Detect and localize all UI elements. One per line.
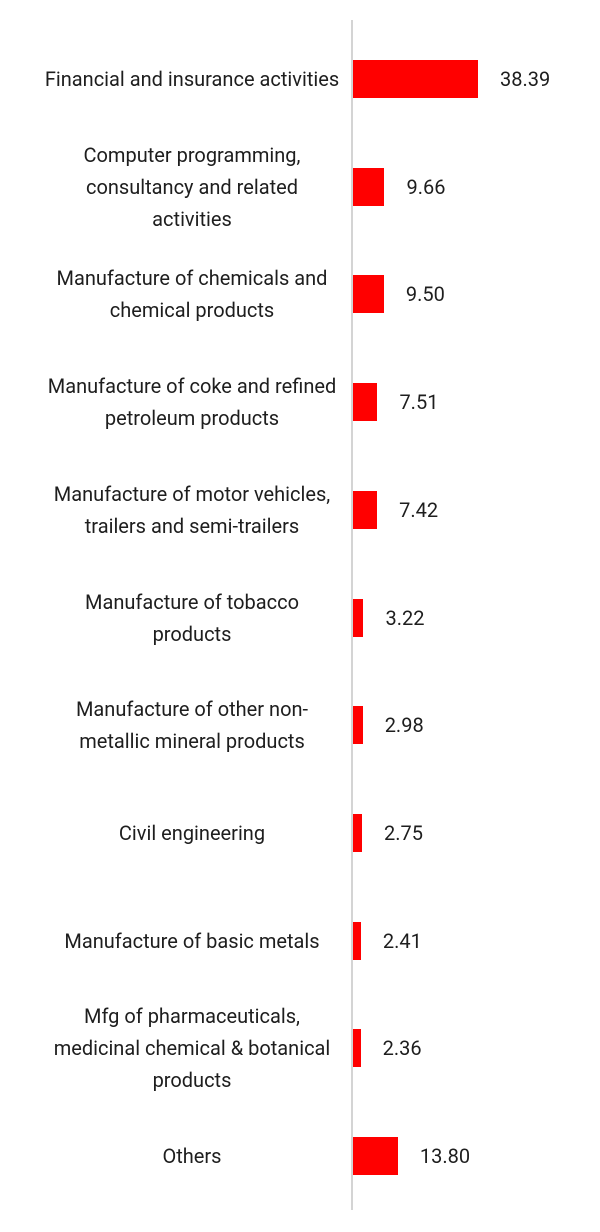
value-label: 2.36 (382, 1036, 422, 1061)
bar (353, 921, 361, 960)
value-label: 7.42 (399, 497, 439, 522)
category-label: Manufacture of basic metals (64, 928, 320, 953)
bar (353, 167, 385, 206)
bar-row: Others 13.80 (0, 1102, 600, 1210)
bar-row: Financial and insurance activities 38.39 (0, 25, 600, 133)
bar-row: Mfg of pharmaceuticals, medicinal chemic… (0, 994, 600, 1102)
bar-row: Computer programming, consultancy and re… (0, 133, 600, 241)
category-label: Civil engineering (118, 820, 266, 845)
category-label: Financial and insurance activities (44, 67, 340, 91)
category-label: Computer programming, consultancy and re… (83, 142, 301, 231)
value-label: 13.80 (419, 1144, 471, 1168)
axis-line (351, 20, 353, 1210)
bar-row: Manufacture of motor vehicles, trailers … (0, 456, 600, 564)
value-label: 9.66 (406, 174, 446, 199)
bar-row: Manufacture of tobacco products 3.22 (0, 564, 600, 672)
bar-row: Manufacture of basic metals 2.41 (0, 887, 600, 995)
bar-row: Manufacture of chemicals and chemical pr… (0, 240, 600, 348)
bar (353, 598, 364, 637)
bar-row: Manufacture of coke and refined petroleu… (0, 348, 600, 456)
value-label: 38.39 (500, 67, 551, 91)
category-label: Others (162, 1144, 222, 1168)
bar (353, 490, 378, 529)
value-label: 2.98 (384, 713, 424, 738)
bar-row: Manufacture of other non-metallic minera… (0, 671, 600, 779)
value-label: 7.51 (399, 390, 439, 415)
value-label: 9.50 (405, 282, 445, 307)
category-label: Manufacture of motor vehicles, trailers … (53, 481, 331, 538)
category-label: Manufacture of other non-metallic minera… (75, 697, 309, 754)
value-label: 2.75 (383, 820, 423, 845)
bar (353, 60, 478, 98)
value-label: 3.22 (385, 605, 425, 630)
category-label: Manufacture of tobacco products (85, 589, 299, 646)
bar-row: Civil engineering 2.75 (0, 779, 600, 887)
value-label: 2.41 (382, 928, 422, 953)
bar (353, 813, 362, 852)
bar (353, 1137, 398, 1175)
bar (353, 275, 384, 314)
bar (353, 706, 363, 745)
bar (353, 1029, 361, 1068)
category-label: Manufacture of coke and refined petroleu… (47, 374, 337, 431)
category-label: Mfg of pharmaceuticals, medicinal chemic… (53, 1004, 331, 1093)
bar (353, 383, 378, 422)
category-label: Manufacture of chemicals and chemical pr… (56, 266, 328, 323)
